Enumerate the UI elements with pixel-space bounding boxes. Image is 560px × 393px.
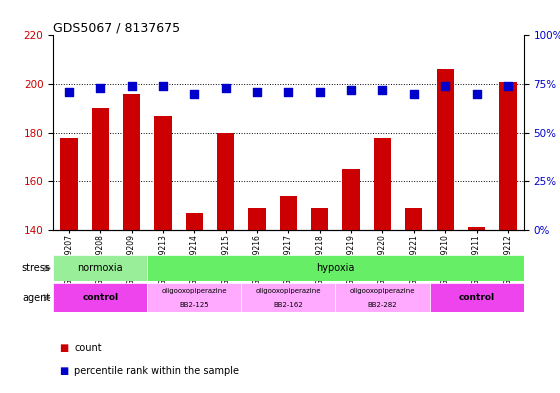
Point	[158, 83, 167, 89]
Point	[190, 90, 199, 97]
Bar	[147, 255, 524, 281]
Text: GDS5067 / 8137675: GDS5067 / 8137675	[53, 21, 180, 34]
Point	[503, 83, 512, 89]
Point	[441, 83, 450, 89]
Point	[409, 90, 418, 97]
Text: oligooxopiperazine: oligooxopiperazine	[162, 288, 227, 294]
Text: control: control	[82, 293, 118, 302]
Text: hypoxia: hypoxia	[316, 263, 354, 273]
Text: oligooxopiperazine: oligooxopiperazine	[350, 288, 415, 294]
Bar	[147, 283, 241, 312]
Bar	[437, 70, 454, 230]
Text: percentile rank within the sample: percentile rank within the sample	[74, 366, 240, 376]
Point	[284, 89, 293, 95]
Bar	[53, 283, 147, 312]
Text: normoxia: normoxia	[77, 263, 123, 273]
Bar	[155, 116, 171, 230]
Text: BB2-162: BB2-162	[273, 302, 304, 308]
Bar	[241, 283, 335, 312]
Bar	[280, 196, 297, 230]
Bar	[374, 138, 391, 230]
Bar	[468, 228, 485, 230]
Text: ■: ■	[59, 366, 68, 376]
Bar	[500, 82, 516, 230]
Point	[472, 90, 481, 97]
Point	[221, 85, 230, 91]
Point	[378, 87, 387, 93]
Point	[64, 89, 73, 95]
Text: stress: stress	[21, 263, 50, 273]
Text: agent: agent	[22, 293, 50, 303]
Point	[96, 85, 105, 91]
Point	[347, 87, 356, 93]
Bar	[60, 138, 77, 230]
Text: BB2-125: BB2-125	[180, 302, 209, 308]
Bar	[249, 208, 265, 230]
Text: count: count	[74, 343, 102, 353]
Bar	[217, 132, 234, 230]
Point	[127, 83, 136, 89]
Bar	[311, 208, 328, 230]
Bar	[186, 213, 203, 230]
Bar	[405, 208, 422, 230]
Text: ■: ■	[59, 343, 68, 353]
Text: oligooxopiperazine: oligooxopiperazine	[256, 288, 321, 294]
Point	[315, 89, 324, 95]
Bar	[92, 108, 109, 230]
Bar	[53, 255, 147, 281]
Point	[253, 89, 262, 95]
Text: BB2-282: BB2-282	[368, 302, 397, 308]
Bar	[123, 94, 140, 230]
Bar	[343, 169, 360, 230]
Text: control: control	[459, 293, 494, 302]
Bar	[335, 283, 430, 312]
Bar	[430, 283, 524, 312]
